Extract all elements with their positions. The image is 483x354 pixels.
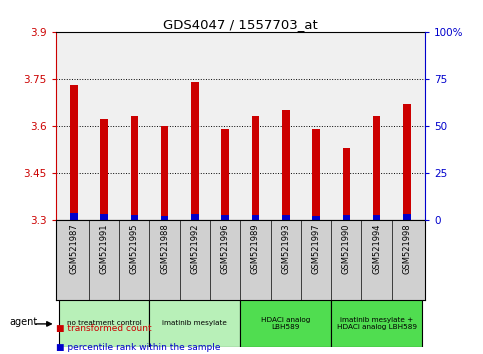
- Text: GSM521996: GSM521996: [221, 224, 229, 274]
- Bar: [252, 116, 259, 219]
- Bar: [373, 215, 381, 219]
- Bar: [312, 129, 320, 219]
- Bar: [191, 82, 199, 219]
- Text: ■ percentile rank within the sample: ■ percentile rank within the sample: [56, 343, 220, 352]
- Bar: [161, 216, 169, 219]
- Bar: [312, 216, 320, 219]
- Text: ■ transformed count: ■ transformed count: [56, 324, 151, 333]
- Bar: [221, 216, 229, 219]
- Text: no treatment control: no treatment control: [67, 320, 142, 326]
- Bar: [252, 215, 259, 219]
- Bar: [403, 104, 411, 219]
- FancyBboxPatch shape: [331, 300, 422, 347]
- Bar: [282, 110, 289, 219]
- Bar: [100, 214, 108, 219]
- Text: GSM521997: GSM521997: [312, 224, 321, 274]
- Bar: [221, 129, 229, 219]
- Text: imatinib mesylate: imatinib mesylate: [162, 320, 227, 326]
- FancyBboxPatch shape: [58, 300, 149, 347]
- Bar: [191, 214, 199, 219]
- Text: GSM521988: GSM521988: [160, 224, 169, 274]
- Bar: [373, 116, 381, 219]
- FancyBboxPatch shape: [149, 300, 241, 347]
- Text: GSM521994: GSM521994: [372, 224, 381, 274]
- Text: GSM521992: GSM521992: [190, 224, 199, 274]
- Text: GSM521993: GSM521993: [281, 224, 290, 274]
- Text: agent: agent: [10, 317, 38, 327]
- Bar: [70, 85, 77, 219]
- Text: GSM521987: GSM521987: [69, 224, 78, 274]
- Bar: [342, 216, 350, 219]
- Title: GDS4047 / 1557703_at: GDS4047 / 1557703_at: [163, 18, 318, 31]
- Text: GSM521990: GSM521990: [342, 224, 351, 274]
- Bar: [100, 119, 108, 219]
- Text: imatinib mesylate +
HDACi analog LBH589: imatinib mesylate + HDACi analog LBH589: [337, 317, 416, 330]
- Bar: [282, 215, 289, 219]
- Bar: [70, 213, 77, 219]
- Text: HDACi analog
LBH589: HDACi analog LBH589: [261, 317, 311, 330]
- Bar: [403, 214, 411, 219]
- Bar: [161, 126, 169, 219]
- FancyBboxPatch shape: [241, 300, 331, 347]
- Bar: [130, 215, 138, 219]
- Text: GSM521995: GSM521995: [130, 224, 139, 274]
- Text: GSM521991: GSM521991: [99, 224, 109, 274]
- Bar: [130, 116, 138, 219]
- Bar: [342, 148, 350, 219]
- Text: GSM521998: GSM521998: [402, 224, 412, 274]
- Text: GSM521989: GSM521989: [251, 224, 260, 274]
